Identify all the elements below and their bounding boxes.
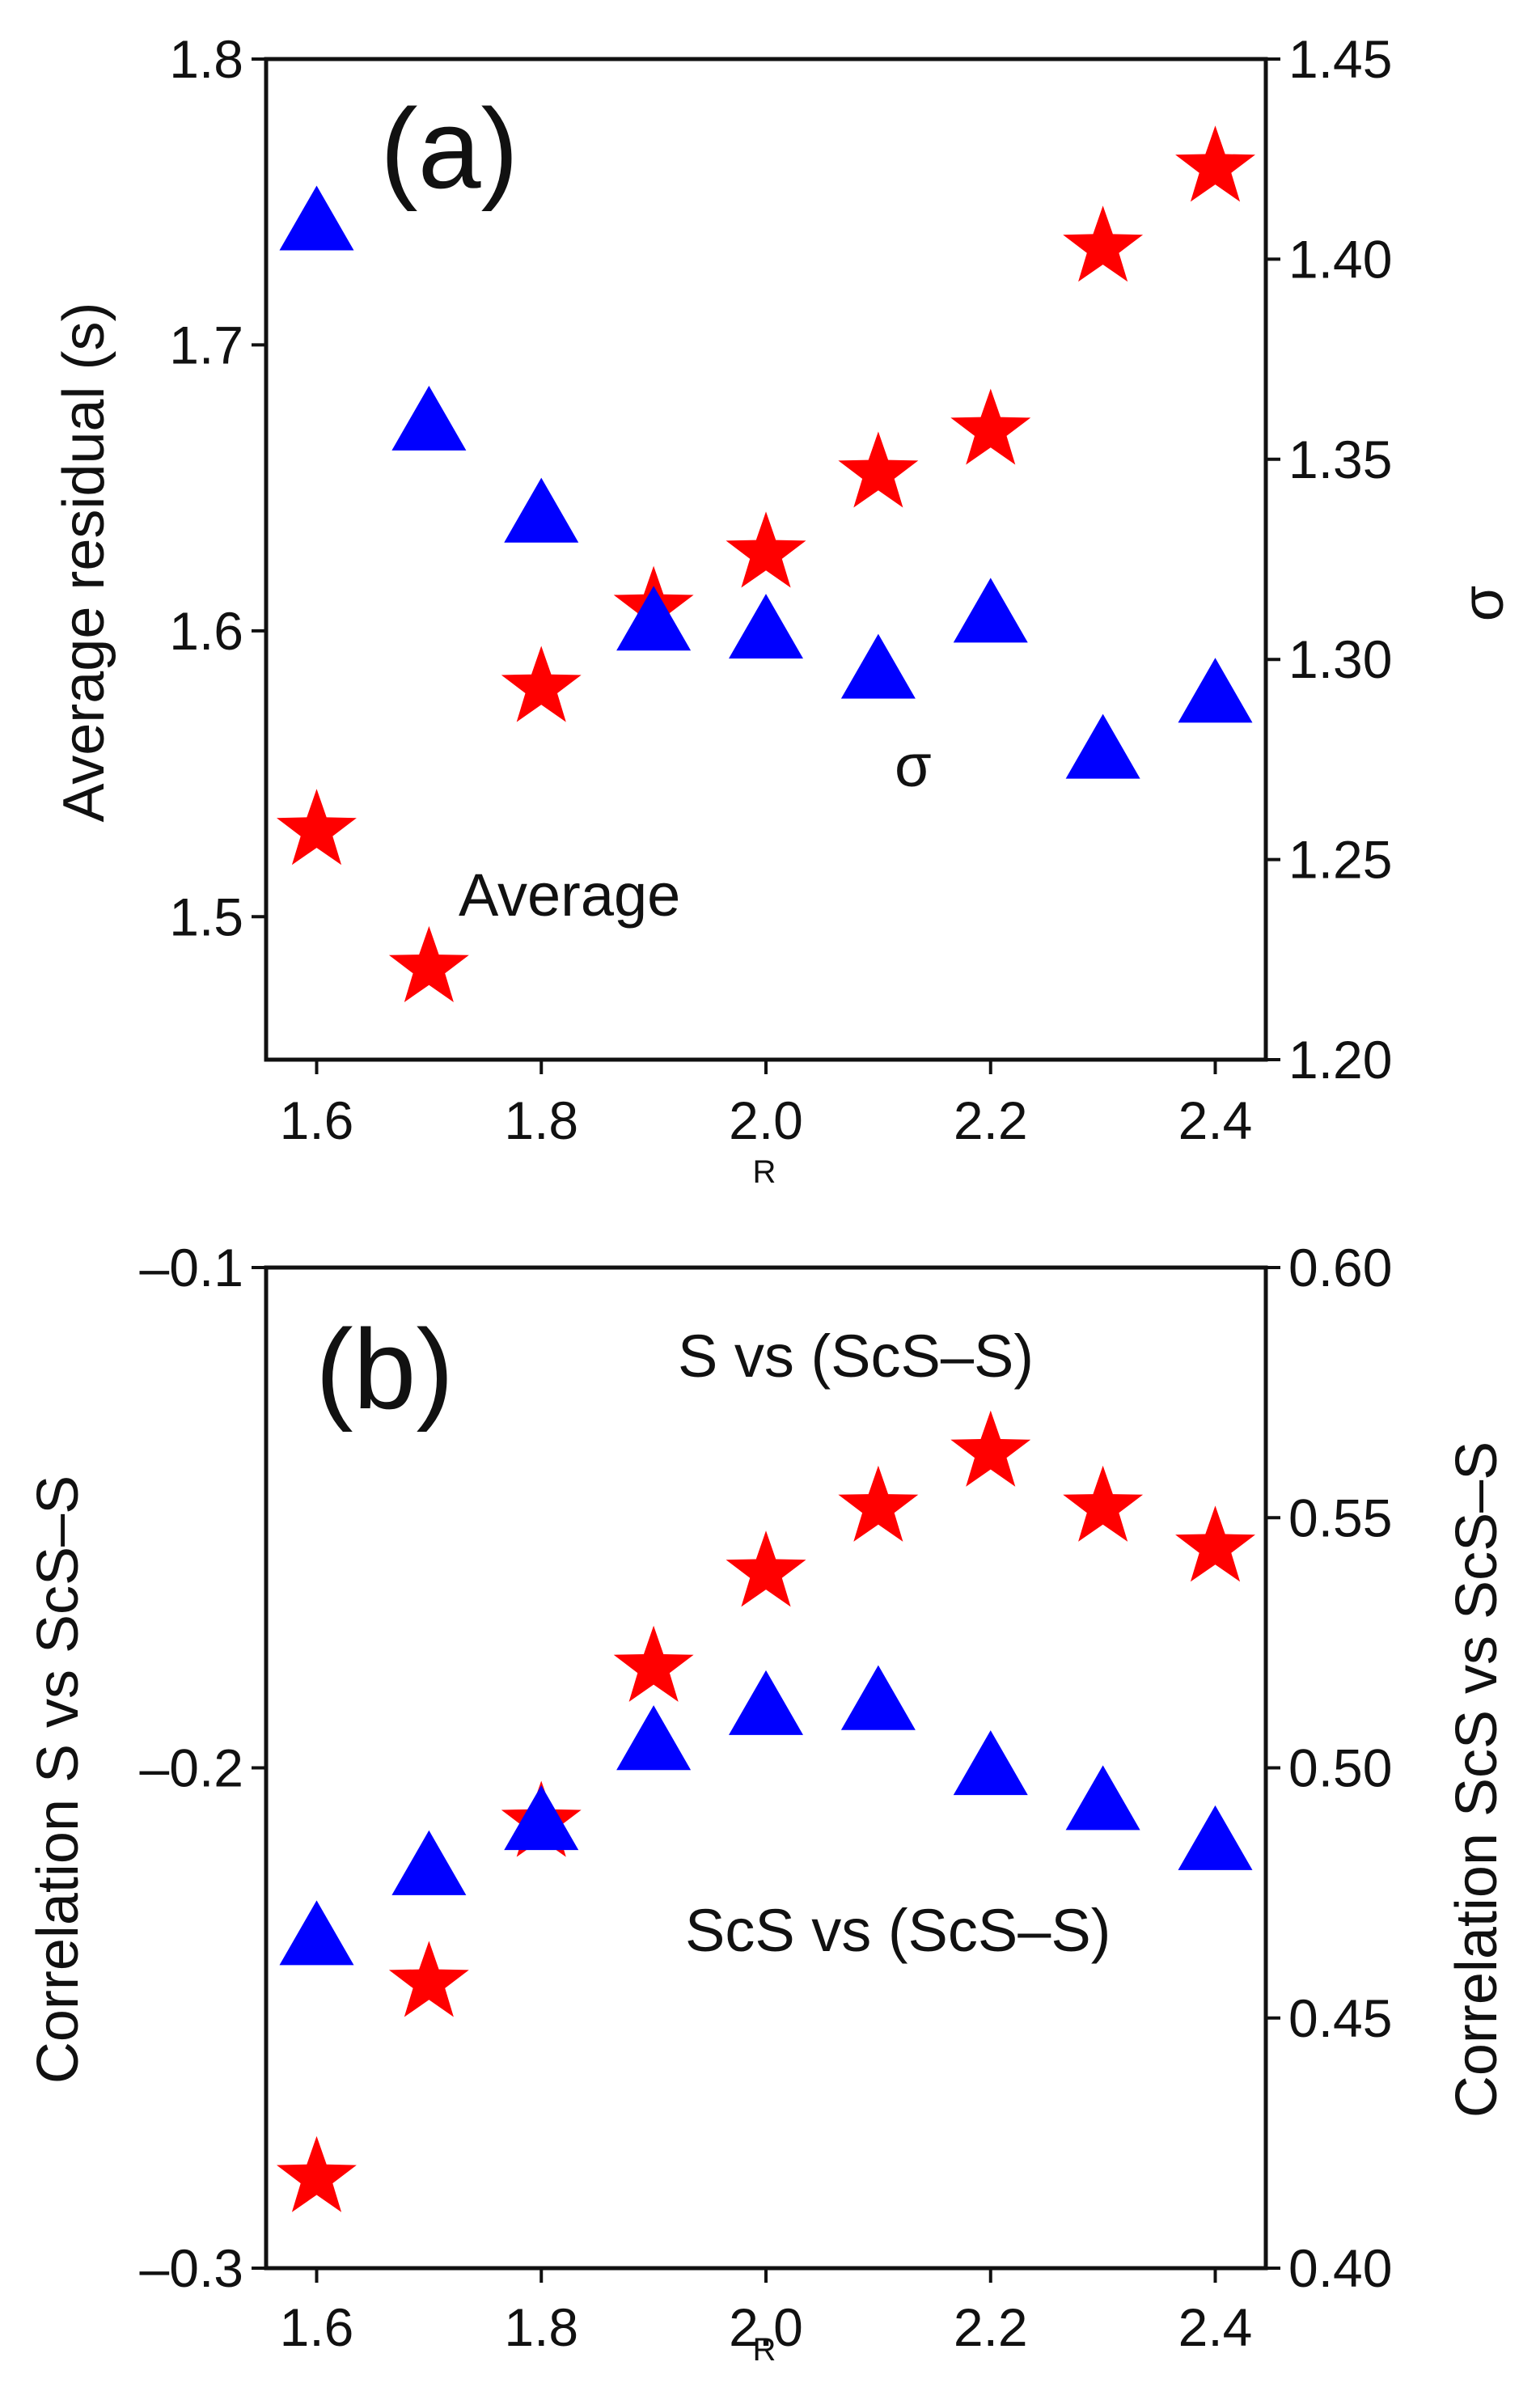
panel-b-triangle-point <box>391 1830 467 1895</box>
panel-b-triangle-point <box>1178 1805 1253 1870</box>
panel-a-triangle-point <box>953 578 1028 643</box>
panel-b-y2-axis: 0.40 0.45 0.50 0.55 0.60 <box>1266 1238 1392 2298</box>
panel-a-triangle-point <box>616 586 692 651</box>
panel-a-star-point <box>1175 125 1255 202</box>
panel-a-y2-tick-label: 1.40 <box>1288 229 1392 289</box>
panel-a: (a) R Average residual (s) σ Average σ 1… <box>52 29 1516 1190</box>
panel-a-label-sigma: σ <box>895 732 932 799</box>
panel-b-plot-frame <box>264 1265 1268 2271</box>
panel-a-triangle-point <box>1065 713 1140 779</box>
panel-b-star-point <box>1175 1505 1255 1582</box>
panel-a-y2-tick-label: 1.35 <box>1288 430 1392 489</box>
panel-a-x-axis: 1.6 1.8 2.0 2.2 2.4 <box>280 1060 1253 1150</box>
panel-a-series-average <box>277 125 1255 1002</box>
panel-a-triangle-point <box>1178 658 1253 723</box>
panel-a-y-axis-title: Average residual (s) <box>52 303 116 823</box>
panel-a-series-sigma <box>279 185 1253 779</box>
panel-a-y2-axis-title: σ <box>1451 586 1516 621</box>
panel-b-y2-axis-title: Correlation ScS vs ScS–S <box>1445 1441 1509 2118</box>
panel-a-y2-axis: 1.20 1.25 1.30 1.35 1.40 1.45 <box>1266 29 1392 1090</box>
panel-a-y-tick-label: 1.8 <box>169 29 243 89</box>
panel-a-x-tick-label: 2.2 <box>954 1090 1028 1150</box>
panel-b-x-axis-title: R <box>753 2332 776 2368</box>
panel-b-y-axis-title: Correlation S vs ScS–S <box>26 1475 91 2084</box>
panel-b-y2-tick-label: 0.45 <box>1288 1988 1392 2048</box>
panel-a-y-axis: 1.5 1.6 1.7 1.8 <box>169 29 266 946</box>
panel-b-triangle-point <box>504 1785 579 1851</box>
panel-b-y-tick-label: –0.1 <box>140 1238 243 1297</box>
panel-b-x-tick-label: 2.0 <box>729 2297 803 2357</box>
panel-a-x-tick-label: 2.4 <box>1178 1090 1253 1150</box>
panel-b: (b) R Correlation S vs ScS–S Correlation… <box>26 1238 1509 2368</box>
panel-b-star-point <box>950 1410 1031 1487</box>
panel-b-x-tick-label: 1.8 <box>504 2297 578 2357</box>
panel-a-triangle-point <box>504 477 579 543</box>
panel-a-y-tick-label: 1.5 <box>169 887 243 946</box>
panel-a-x-axis-title: R <box>753 1154 776 1190</box>
panel-b-y-tick-label: –0.2 <box>140 1738 243 1798</box>
panel-a-y-tick-label: 1.6 <box>169 601 243 661</box>
panel-b-y2-tick-label: 0.55 <box>1288 1488 1392 1547</box>
panel-b-triangle-point <box>1065 1765 1140 1831</box>
panel-b-star-point <box>838 1465 919 1542</box>
panel-a-plot-frame <box>264 57 1268 1062</box>
panel-b-triangle-point <box>953 1730 1028 1796</box>
panel-a-star-point <box>950 388 1031 465</box>
panel-a-star-point <box>388 925 469 1002</box>
panel-a-star-point <box>838 431 919 508</box>
panel-a-triangle-point <box>840 633 916 699</box>
panel-b-triangle-point <box>840 1665 916 1730</box>
panel-a-y2-tick-label: 1.25 <box>1288 830 1392 890</box>
panel-a-star-point <box>1063 205 1144 282</box>
panel-a-star-point <box>726 511 806 588</box>
panel-b-triangle-point <box>729 1670 803 1735</box>
panel-b-star-point <box>388 1941 469 2017</box>
panel-b-y-tick-label: –0.3 <box>140 2238 243 2298</box>
panel-a-y2-tick-label: 1.30 <box>1288 629 1392 689</box>
panel-b-y-axis: –0.3 –0.2 –0.1 <box>140 1238 266 2298</box>
panel-b-x-tick-label: 2.2 <box>954 2297 1028 2357</box>
panel-a-triangle-point <box>391 385 467 451</box>
panel-a-x-tick-label: 1.8 <box>504 1090 578 1150</box>
panel-a-y-tick-label: 1.7 <box>169 315 243 375</box>
panel-b-x-tick-label: 2.4 <box>1178 2297 1253 2357</box>
panel-a-label: (a) <box>380 85 518 212</box>
panel-b-x-axis: 1.6 1.8 2.0 2.2 2.4 <box>280 2268 1253 2357</box>
panel-a-star-point <box>501 646 582 722</box>
panel-b-series-scs-vs-scs-s <box>279 1665 1253 1966</box>
panel-b-y2-tick-label: 0.60 <box>1288 1238 1392 1297</box>
panel-b-star-point <box>277 2135 357 2212</box>
panel-a-y2-tick-label: 1.20 <box>1288 1030 1392 1090</box>
panel-b-label-s-vs-scs-s: S vs (ScS–S) <box>678 1323 1034 1390</box>
panel-a-label-average: Average <box>459 861 680 929</box>
panel-b-star-point <box>1063 1465 1144 1542</box>
panel-a-x-tick-label: 2.0 <box>729 1090 803 1150</box>
panel-a-triangle-point <box>279 185 354 251</box>
panel-a-y2-tick-label: 1.45 <box>1288 29 1392 89</box>
panel-b-star-point <box>726 1530 806 1607</box>
panel-b-x-tick-label: 1.6 <box>280 2297 354 2357</box>
panel-b-triangle-point <box>616 1705 692 1771</box>
panel-a-x-tick-label: 1.6 <box>280 1090 354 1150</box>
panel-b-triangle-point <box>279 1900 354 1966</box>
panel-a-triangle-point <box>729 594 803 659</box>
panel-b-label-scs-vs-scs-s: ScS vs (ScS–S) <box>685 1897 1111 1964</box>
panel-a-star-point <box>277 789 357 866</box>
panel-b-y2-tick-label: 0.40 <box>1288 2238 1392 2298</box>
panel-b-star-point <box>613 1625 694 1702</box>
panel-b-y2-tick-label: 0.50 <box>1288 1738 1392 1798</box>
panel-b-label: (b) <box>315 1306 454 1433</box>
